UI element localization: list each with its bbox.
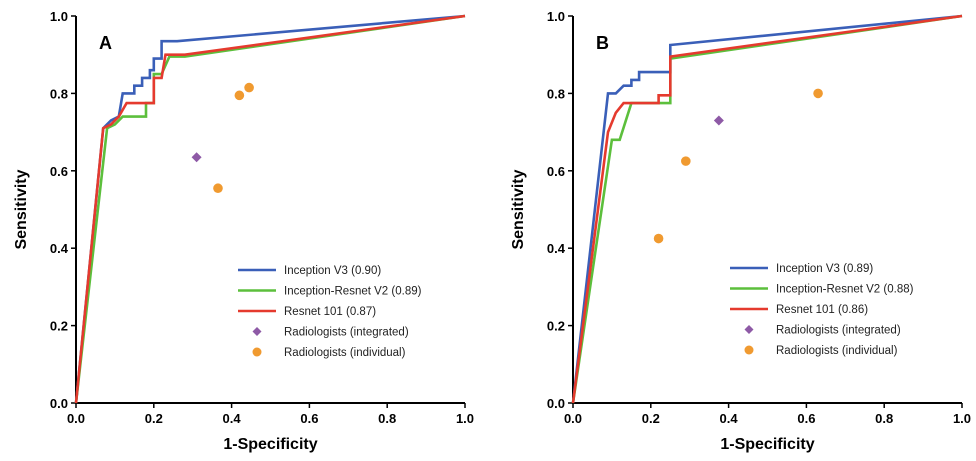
y-tick-label: 1.0 bbox=[547, 9, 565, 24]
legend-label: Resnet 101 (0.86) bbox=[776, 304, 868, 316]
panel-a: 0.0 0.2 0.4 0.6 0.8 1.0 0.0 0.2 0.4 0.6 0.8 1.0 1-Sp… bbox=[13, 9, 474, 453]
radiologists-individual-point bbox=[681, 156, 691, 166]
roc-line-3 bbox=[571, 14, 963, 404]
x-tick-label: 0.0 bbox=[564, 411, 582, 426]
roc-line-2 bbox=[74, 14, 466, 404]
y-tick-label: 0.8 bbox=[50, 86, 68, 101]
x-tick-label: 1.0 bbox=[953, 411, 971, 426]
y-tick-label: 0.2 bbox=[547, 319, 565, 334]
legend-label: Inception-Resnet V2 (0.89) bbox=[284, 286, 422, 298]
x-axis-title: 1-Specificity bbox=[720, 436, 814, 453]
legend: Inception V3 (0.89) Inception-Resnet V2 (… bbox=[730, 263, 914, 357]
y-axis-title: Sensitivity bbox=[510, 169, 527, 249]
x-tick-label: 0.8 bbox=[875, 411, 893, 426]
y-tick-label: 0.6 bbox=[50, 164, 68, 179]
x-tick-label: 0.4 bbox=[720, 411, 739, 426]
x-tick-label: 0.8 bbox=[378, 411, 396, 426]
roc-line-1 bbox=[571, 14, 963, 404]
radiologists-individual-point bbox=[813, 88, 823, 99]
legend-label: Resnet 101 (0.87) bbox=[284, 306, 376, 318]
radiologists-individual-point bbox=[234, 90, 245, 101]
roc-line-1 bbox=[74, 14, 466, 404]
x-tick-label: 0.0 bbox=[67, 411, 85, 426]
x-tick-label: 0.6 bbox=[797, 411, 815, 426]
legend-marker bbox=[744, 345, 754, 355]
panel-b: 0.0 0.2 0.4 0.6 0.8 1.0 0.0 0.2 0.4 0.6 0.8 1.0 1-Sp… bbox=[510, 9, 971, 453]
x-axis-title: 1-Specificity bbox=[223, 436, 317, 453]
panel-label: A bbox=[99, 33, 112, 53]
radiologists-individual-point bbox=[653, 233, 664, 244]
legend-label: Radiologists (integrated) bbox=[284, 327, 409, 339]
legend-marker bbox=[252, 347, 262, 357]
y-tick-label: 0.2 bbox=[50, 319, 68, 334]
legend-label: Radiologists (integrated) bbox=[776, 325, 901, 337]
panel-label: B bbox=[596, 33, 609, 53]
legend-marker bbox=[252, 327, 262, 336]
legend: Inception V3 (0.90) Inception-Resnet V2 (… bbox=[238, 265, 422, 359]
y-tick-label: 0.6 bbox=[547, 164, 565, 179]
x-tick-label: 0.6 bbox=[300, 411, 318, 426]
x-tick-label: 0.2 bbox=[642, 411, 660, 426]
x-tick-label: 0.4 bbox=[223, 411, 242, 426]
y-tick-label: 0.0 bbox=[50, 396, 68, 411]
y-axis-title: Sensitivity bbox=[13, 169, 30, 249]
x-tick-label: 1.0 bbox=[456, 411, 474, 426]
y-tick-label: 0.8 bbox=[547, 86, 565, 101]
y-tick-label: 0.4 bbox=[547, 241, 566, 256]
x-tick-label: 0.2 bbox=[145, 411, 163, 426]
legend-label: Inception-Resnet V2 (0.88) bbox=[776, 284, 914, 296]
radiologists-individual-point bbox=[213, 183, 223, 194]
y-tick-label: 0.4 bbox=[50, 241, 69, 256]
roc-line-2 bbox=[571, 14, 963, 404]
legend-label: Radiologists (individual) bbox=[284, 347, 406, 359]
legend-label: Radiologists (individual) bbox=[776, 345, 898, 357]
y-tick-label: 1.0 bbox=[50, 9, 68, 24]
legend-marker bbox=[744, 325, 754, 334]
legend-label: Inception V3 (0.90) bbox=[284, 265, 381, 277]
y-tick-label: 0.0 bbox=[547, 396, 565, 411]
radiologists-integrated-point bbox=[191, 152, 202, 163]
legend-label: Inception V3 (0.89) bbox=[776, 263, 873, 275]
roc-line-3 bbox=[74, 14, 466, 404]
radiologists-integrated-point bbox=[713, 115, 724, 126]
radiologists-individual-point bbox=[244, 82, 254, 93]
